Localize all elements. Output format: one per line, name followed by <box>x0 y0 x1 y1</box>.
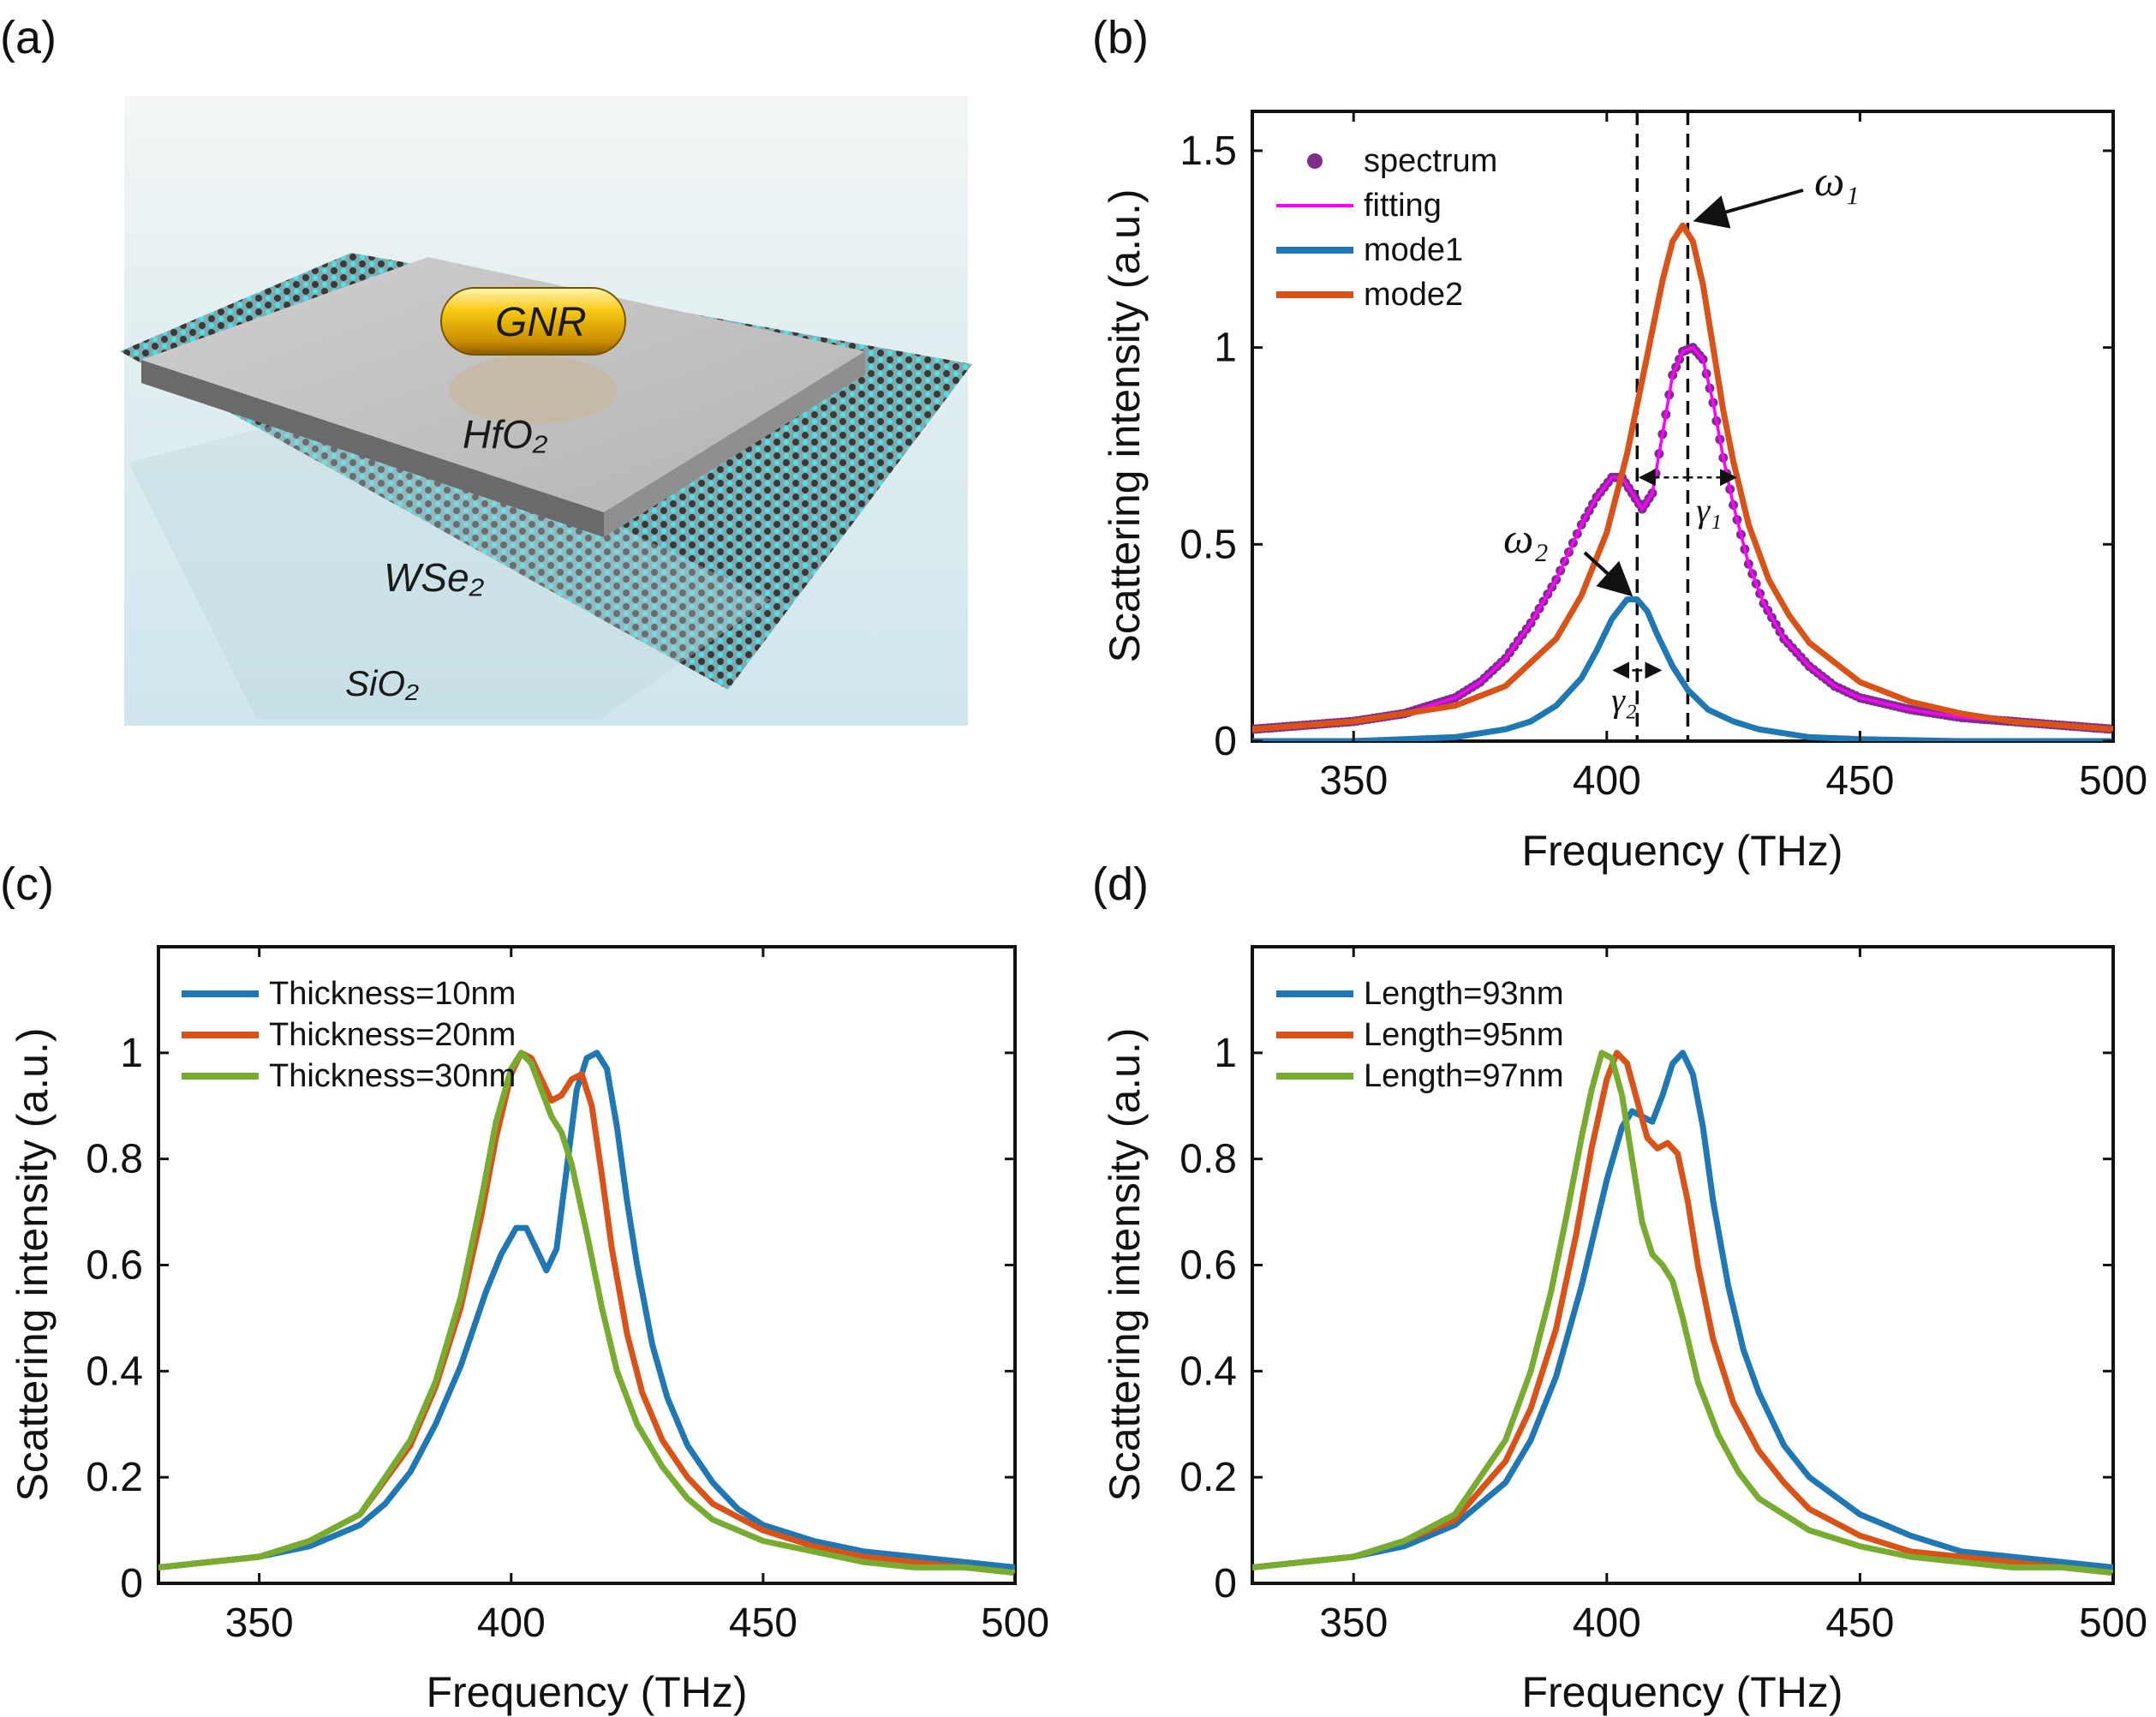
x-tick-label: 350 <box>1319 758 1388 804</box>
legend-label: mode1 <box>1364 232 1463 268</box>
legend-marker <box>1307 153 1323 169</box>
omega1-label: ω₁ <box>1814 157 1860 205</box>
y-tick-label: 0 <box>1214 1561 1237 1606</box>
y-tick-label: 0.2 <box>86 1455 143 1500</box>
x-tick-label: 350 <box>225 1600 294 1646</box>
legend-label: Length=97nm <box>1364 1058 1563 1094</box>
y-tick-label: 0.8 <box>86 1137 143 1182</box>
y-tick-label: 0.4 <box>1180 1349 1237 1394</box>
legend-label: Thickness=30nm <box>269 1058 516 1094</box>
panel-label-b: (b) <box>1092 12 1149 63</box>
gnr-label: GNR <box>495 300 587 345</box>
series-line-thickness-30nm <box>158 1050 1015 1576</box>
x-tick-label: 400 <box>1573 758 1641 804</box>
panel-label-c: (c) <box>0 858 54 910</box>
x-tick-label: 450 <box>1825 758 1894 804</box>
legend-label: fitting <box>1364 188 1442 224</box>
sio2-label: SiO₂ <box>345 663 419 703</box>
x-axis-label-d: Frequency (THz) <box>1521 1668 1842 1716</box>
y-tick-label: 0.6 <box>86 1243 143 1289</box>
panel-label-d: (d) <box>1092 858 1149 910</box>
y-tick-label: 0 <box>1214 719 1237 764</box>
legend-label: Length=95nm <box>1364 1017 1563 1053</box>
plot-frame-b <box>1251 110 2115 743</box>
series-line-mode1 <box>1252 596 2113 741</box>
gnr-reflection <box>449 356 617 424</box>
y-tick-label: 0 <box>120 1561 143 1606</box>
series-line-length-93nm <box>1252 1050 2113 1570</box>
x-tick-label: 500 <box>2079 758 2147 804</box>
omega1-arrow <box>1693 188 1804 229</box>
y-tick-label: 0.2 <box>1180 1455 1237 1500</box>
x-tick-label: 400 <box>477 1600 546 1646</box>
y-tick-label: 1 <box>120 1031 143 1076</box>
y-tick-label: 0.6 <box>1180 1243 1237 1289</box>
series-line-fitting <box>1252 345 2113 731</box>
series-line-thickness-20nm <box>158 1050 1015 1576</box>
x-tick-label: 450 <box>729 1600 797 1646</box>
x-tick-label: 450 <box>1825 1600 1894 1646</box>
series-line-mode2 <box>1252 222 2113 733</box>
omega2-arrow <box>1583 551 1633 597</box>
omega2-label: ω₂ <box>1503 514 1549 562</box>
legend-label: mode2 <box>1364 277 1463 313</box>
chart-panel-b: 350 400 450 500 0 0.5 1 1.5 Frequency (THz) Sca… <box>1101 110 2147 875</box>
wse2-lattice-reflection <box>128 403 771 720</box>
panel-label-a: (a) <box>0 12 57 63</box>
gamma1-label: γ₁ <box>1696 491 1722 529</box>
series-line-thickness-10nm <box>158 1050 1015 1570</box>
y-axis-label-d: Scattering intensity (a.u.) <box>1101 1027 1149 1501</box>
x-tick-label: 500 <box>981 1600 1049 1646</box>
y-tick-label: 1 <box>1214 326 1237 371</box>
y-tick-label: 1.5 <box>1180 129 1237 174</box>
hfo2-slab-side-front <box>141 360 604 537</box>
wse2-label: WSe₂ <box>384 555 485 600</box>
gamma2-label: γ₂ <box>1611 680 1637 719</box>
gnr-rod <box>440 287 626 356</box>
x-tick-label: 400 <box>1573 1600 1641 1646</box>
y-tick-label: 0.8 <box>1180 1137 1237 1182</box>
chart-panel-d: 350 400 450 500 0 0.2 0.4 0.6 0.8 1 Frequency (TH… <box>1101 945 2147 1716</box>
x-axis-label-c: Frequency (THz) <box>426 1668 747 1716</box>
legend-label: Thickness=10nm <box>269 976 516 1012</box>
x-axis-label-b: Frequency (THz) <box>1521 827 1842 875</box>
hfo2-slab-side-right <box>604 351 865 537</box>
schematic-panel-a: GNR HfO₂ WSe₂ SiO₂ <box>120 96 972 726</box>
legend-label: spectrum <box>1364 143 1497 179</box>
legend-label: Thickness=20nm <box>269 1017 516 1053</box>
y-tick-label: 1 <box>1214 1031 1237 1076</box>
y-tick-label: 0.4 <box>86 1349 143 1394</box>
hfo2-label: HfO₂ <box>463 412 548 457</box>
x-tick-label: 350 <box>1319 1600 1388 1646</box>
series-line-length-97nm <box>1252 1050 2113 1576</box>
legend-label: Length=93nm <box>1364 976 1563 1012</box>
chart-panel-c: 350 400 450 500 0 0.2 0.4 0.6 0.8 1 Frequency (TH… <box>9 945 1049 1716</box>
y-axis-label-b: Scattering intensity (a.u.) <box>1101 188 1149 662</box>
x-tick-label: 500 <box>2079 1600 2147 1646</box>
y-axis-label-c: Scattering intensity (a.u.) <box>9 1027 57 1501</box>
series-line-length-95nm <box>1252 1050 2113 1576</box>
y-tick-label: 0.5 <box>1180 522 1237 567</box>
